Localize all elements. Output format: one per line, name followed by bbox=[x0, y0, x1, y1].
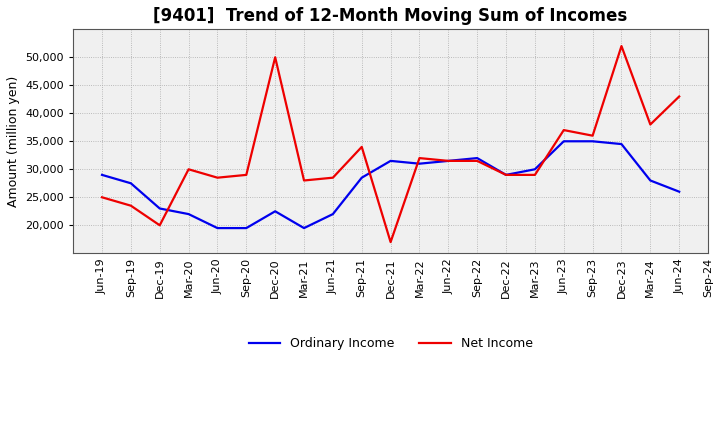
Ordinary Income bbox=[242, 225, 251, 231]
Ordinary Income bbox=[646, 178, 654, 183]
Ordinary Income bbox=[98, 172, 107, 177]
Ordinary Income bbox=[271, 209, 279, 214]
Net Income bbox=[444, 158, 453, 164]
Ordinary Income bbox=[184, 212, 193, 217]
Net Income bbox=[156, 223, 164, 228]
Ordinary Income bbox=[502, 172, 510, 177]
Net Income bbox=[617, 44, 626, 49]
Ordinary Income bbox=[473, 155, 482, 161]
Ordinary Income bbox=[444, 158, 453, 164]
Net Income bbox=[300, 178, 308, 183]
Line: Ordinary Income: Ordinary Income bbox=[102, 141, 679, 228]
Ordinary Income bbox=[617, 141, 626, 147]
Net Income bbox=[502, 172, 510, 177]
Y-axis label: Amount (million yen): Amount (million yen) bbox=[7, 76, 20, 207]
Net Income bbox=[531, 172, 539, 177]
Net Income bbox=[646, 122, 654, 127]
Ordinary Income bbox=[328, 212, 337, 217]
Ordinary Income bbox=[559, 139, 568, 144]
Line: Net Income: Net Income bbox=[102, 46, 679, 242]
Ordinary Income bbox=[357, 175, 366, 180]
Net Income bbox=[387, 239, 395, 245]
Ordinary Income bbox=[213, 225, 222, 231]
Net Income bbox=[242, 172, 251, 177]
Net Income bbox=[675, 94, 683, 99]
Net Income bbox=[588, 133, 597, 138]
Ordinary Income bbox=[675, 189, 683, 194]
Ordinary Income bbox=[588, 139, 597, 144]
Net Income bbox=[328, 175, 337, 180]
Net Income bbox=[213, 175, 222, 180]
Net Income bbox=[98, 194, 107, 200]
Legend: Ordinary Income, Net Income: Ordinary Income, Net Income bbox=[243, 331, 539, 357]
Net Income bbox=[415, 155, 424, 161]
Ordinary Income bbox=[156, 206, 164, 211]
Ordinary Income bbox=[415, 161, 424, 166]
Net Income bbox=[559, 128, 568, 133]
Net Income bbox=[271, 55, 279, 60]
Net Income bbox=[357, 144, 366, 150]
Ordinary Income bbox=[531, 167, 539, 172]
Ordinary Income bbox=[387, 158, 395, 164]
Title: [9401]  Trend of 12-Month Moving Sum of Incomes: [9401] Trend of 12-Month Moving Sum of I… bbox=[153, 7, 628, 25]
Ordinary Income bbox=[127, 181, 135, 186]
Net Income bbox=[473, 158, 482, 164]
Ordinary Income bbox=[300, 225, 308, 231]
Net Income bbox=[127, 203, 135, 208]
Net Income bbox=[184, 167, 193, 172]
